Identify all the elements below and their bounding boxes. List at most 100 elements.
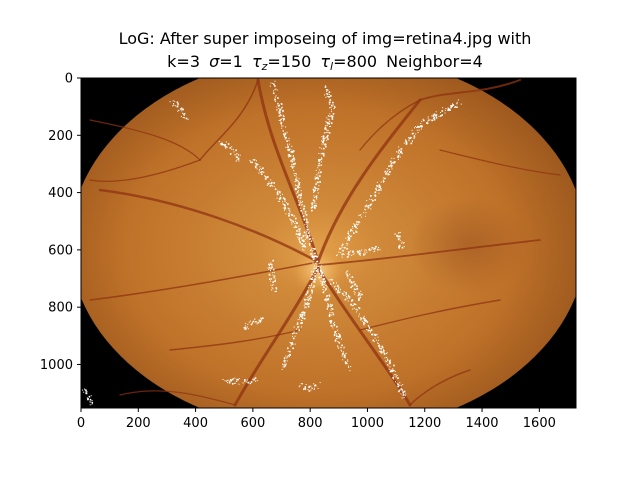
edge-pixel bbox=[230, 379, 232, 381]
edge-pixel bbox=[338, 335, 340, 337]
edge-pixel bbox=[303, 205, 306, 208]
edge-pixel bbox=[299, 385, 301, 387]
edge-pixel bbox=[287, 204, 289, 206]
edge-pixel bbox=[435, 111, 437, 113]
edge-pixel bbox=[378, 246, 379, 248]
edge-pixel bbox=[376, 185, 379, 187]
edge-pixel bbox=[292, 220, 294, 222]
edge-pixel bbox=[289, 218, 291, 220]
edge-pixel bbox=[278, 104, 280, 107]
edge-pixel bbox=[369, 248, 370, 250]
edge-pixel bbox=[86, 397, 88, 399]
edge-pixel bbox=[358, 291, 360, 293]
edge-pixel bbox=[300, 194, 302, 196]
edge-pixel bbox=[402, 392, 404, 394]
edge-pixel bbox=[353, 223, 355, 225]
edge-pixel bbox=[319, 172, 321, 174]
edge-pixel bbox=[399, 235, 401, 238]
edge-pixel bbox=[262, 167, 264, 169]
edge-pixel bbox=[310, 385, 312, 387]
edge-pixel bbox=[90, 401, 92, 403]
edge-pixel bbox=[451, 105, 453, 107]
edge-pixel bbox=[316, 198, 318, 200]
edge-pixel bbox=[279, 108, 282, 111]
edge-pixel bbox=[322, 282, 324, 284]
edge-pixel bbox=[328, 91, 331, 93]
edge-pixel bbox=[360, 290, 362, 292]
edge-pixel bbox=[312, 274, 314, 276]
edge-pixel bbox=[374, 337, 376, 339]
edge-pixel bbox=[389, 173, 391, 175]
edge-pixel bbox=[304, 210, 307, 213]
edge-pixel bbox=[324, 128, 326, 130]
edge-pixel bbox=[293, 326, 295, 328]
edge-pixel bbox=[235, 149, 237, 152]
edge-pixel bbox=[350, 228, 352, 230]
edge-pixel bbox=[356, 309, 358, 311]
edge-pixel bbox=[250, 323, 253, 326]
edge-pixel bbox=[311, 271, 312, 273]
edge-pixel bbox=[308, 296, 310, 298]
edge-pixel bbox=[360, 250, 362, 252]
edge-pixel bbox=[405, 140, 407, 142]
edge-pixel bbox=[274, 98, 276, 101]
edge-pixel bbox=[372, 339, 375, 342]
edge-pixel bbox=[399, 389, 401, 391]
edge-pixel bbox=[352, 250, 354, 253]
edge-pixel bbox=[296, 236, 298, 238]
edge-pixel bbox=[417, 132, 419, 133]
edge-pixel bbox=[348, 254, 350, 256]
edge-pixel bbox=[357, 251, 359, 253]
edge-pixel bbox=[427, 120, 429, 122]
edge-pixel bbox=[283, 357, 286, 359]
edge-pixel bbox=[390, 369, 393, 372]
edge-pixel bbox=[349, 281, 350, 283]
edge-pixel bbox=[330, 325, 333, 327]
edge-pixel bbox=[353, 252, 355, 254]
edge-pixel bbox=[329, 126, 330, 127]
edge-pixel bbox=[356, 220, 358, 222]
edge-pixel bbox=[368, 326, 370, 328]
edge-pixel bbox=[274, 188, 277, 190]
edge-pixel bbox=[336, 255, 337, 257]
edge-pixel bbox=[350, 303, 352, 305]
edge-pixel bbox=[336, 325, 338, 328]
edge-pixel bbox=[347, 359, 349, 361]
edge-pixel bbox=[310, 248, 312, 250]
edge-pixel bbox=[302, 248, 304, 250]
edge-pixel bbox=[299, 198, 301, 199]
edge-pixel bbox=[300, 200, 302, 202]
edge-pixel bbox=[377, 190, 379, 191]
edge-pixel bbox=[343, 356, 346, 358]
edge-pixel bbox=[308, 285, 310, 287]
edge-pixel bbox=[331, 115, 334, 118]
edge-pixel bbox=[433, 113, 436, 116]
edge-pixel bbox=[363, 322, 365, 324]
edge-pixel bbox=[389, 171, 391, 173]
edge-pixel bbox=[225, 144, 227, 145]
edge-pixel bbox=[273, 182, 275, 184]
edge-pixel bbox=[180, 115, 182, 117]
edge-pixel bbox=[294, 158, 296, 160]
edge-pixel bbox=[364, 208, 366, 210]
edge-pixel bbox=[344, 294, 346, 296]
edge-pixel bbox=[278, 108, 280, 109]
edge-pixel bbox=[282, 366, 284, 368]
edge-pixel bbox=[295, 217, 297, 220]
edge-pixel bbox=[253, 378, 255, 381]
edge-pixel bbox=[338, 333, 340, 335]
edge-pixel bbox=[456, 106, 458, 108]
edge-pixel bbox=[270, 267, 272, 269]
edge-pixel bbox=[304, 224, 306, 226]
edge-pixel bbox=[308, 302, 310, 305]
edge-pixel bbox=[327, 138, 329, 140]
edge-pixel bbox=[457, 99, 459, 101]
edge-pixel bbox=[399, 239, 401, 241]
edge-pixel bbox=[293, 331, 295, 333]
edge-pixel bbox=[325, 137, 326, 139]
edge-pixel bbox=[406, 142, 408, 144]
edge-pixel bbox=[432, 116, 434, 117]
edge-pixel bbox=[348, 366, 350, 368]
edge-pixel bbox=[389, 370, 392, 373]
edge-pixel bbox=[323, 136, 325, 138]
